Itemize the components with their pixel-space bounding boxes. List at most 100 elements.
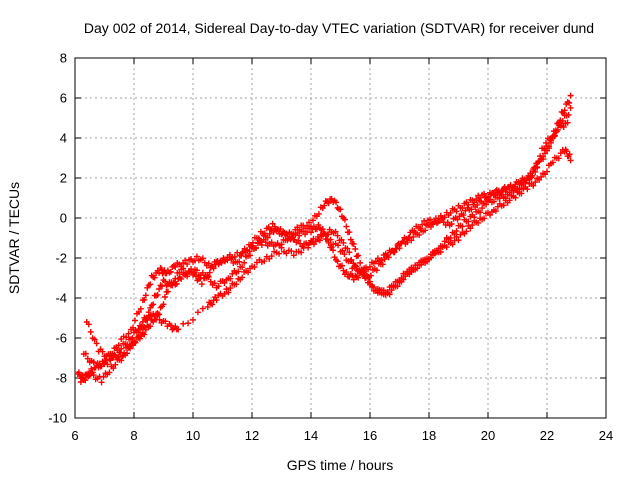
data-point — [309, 217, 316, 224]
data-point — [145, 309, 152, 316]
data-point — [132, 339, 139, 346]
x-tick-label: 24 — [599, 428, 613, 443]
data-point — [341, 251, 348, 258]
data-point — [252, 244, 259, 251]
data-point — [468, 206, 475, 213]
data-point — [277, 225, 284, 232]
plot-border — [74, 57, 607, 419]
data-point — [381, 256, 388, 263]
data-point — [350, 240, 357, 247]
data-point — [422, 227, 429, 234]
data-point — [315, 210, 322, 217]
data-point — [500, 202, 507, 209]
data-point — [190, 316, 196, 323]
data-point — [261, 230, 268, 237]
data-point — [418, 261, 425, 268]
data-point — [223, 286, 230, 293]
data-point — [506, 189, 513, 196]
data-point — [544, 168, 550, 175]
data-point — [530, 182, 537, 189]
data-point — [315, 221, 322, 228]
data-point — [276, 250, 283, 257]
data-point — [367, 272, 374, 279]
data-point — [518, 190, 525, 197]
data-point — [330, 247, 337, 254]
data-point — [319, 226, 326, 233]
y-tick-label: 0 — [60, 211, 67, 226]
data-point — [167, 322, 174, 329]
data-point — [105, 351, 112, 358]
y-tick-label: -2 — [55, 251, 67, 266]
data-point — [106, 369, 113, 376]
data-point — [549, 159, 556, 166]
data-point — [454, 216, 461, 223]
data-point — [241, 259, 248, 266]
data-point — [141, 296, 148, 303]
data-point — [269, 220, 276, 227]
data-point — [191, 270, 198, 277]
data-point — [115, 354, 122, 361]
data-point — [557, 150, 564, 157]
data-point — [385, 254, 392, 261]
data-point — [135, 309, 142, 316]
data-point — [204, 272, 211, 279]
data-point — [517, 179, 524, 186]
data-point — [212, 261, 219, 268]
data-point — [432, 215, 439, 222]
data-point — [247, 252, 254, 259]
data-point — [298, 249, 305, 256]
data-point — [341, 216, 348, 223]
data-point — [350, 276, 357, 283]
data-point — [355, 274, 362, 281]
data-point — [161, 278, 168, 285]
data-point — [238, 252, 245, 259]
data-point — [251, 264, 258, 271]
data-point — [85, 321, 92, 328]
data-point — [161, 293, 168, 300]
x-tick-label: 14 — [304, 428, 318, 443]
data-point — [324, 231, 331, 238]
data-point — [92, 364, 99, 371]
data-point — [98, 379, 105, 386]
data-point — [151, 316, 158, 323]
data-point — [481, 215, 488, 222]
data-point — [532, 179, 539, 186]
data-point — [316, 237, 323, 244]
data-point — [346, 229, 353, 236]
data-point — [204, 303, 211, 310]
data-point — [567, 104, 574, 111]
data-point — [211, 280, 218, 287]
data-point — [118, 345, 125, 352]
data-point — [151, 274, 158, 281]
data-point — [337, 206, 344, 213]
data-point — [325, 239, 332, 246]
data-point — [347, 236, 354, 243]
data-point — [346, 249, 353, 256]
data-point — [358, 266, 365, 273]
y-tick-label: -4 — [55, 291, 67, 306]
data-point — [469, 221, 476, 228]
data-point — [82, 350, 89, 357]
y-tick-label: 2 — [60, 171, 67, 186]
data-point — [423, 221, 430, 228]
data-point — [373, 267, 380, 274]
data-point — [268, 253, 275, 260]
data-point — [212, 294, 219, 301]
x-axis-label: GPS time / hours — [287, 457, 394, 473]
data-point — [87, 328, 94, 335]
data-point — [156, 311, 163, 318]
data-point — [239, 264, 246, 271]
data-point — [90, 359, 97, 366]
data-point — [160, 301, 167, 308]
data-point — [296, 232, 303, 239]
data-point — [75, 369, 82, 376]
data-point — [321, 202, 328, 209]
data-point — [206, 269, 213, 276]
data-point — [290, 252, 297, 259]
data-point — [567, 92, 574, 99]
data-point — [178, 275, 185, 282]
data-point — [378, 287, 385, 294]
data-point — [193, 253, 200, 260]
data-point — [205, 260, 212, 267]
data-point — [340, 239, 347, 246]
